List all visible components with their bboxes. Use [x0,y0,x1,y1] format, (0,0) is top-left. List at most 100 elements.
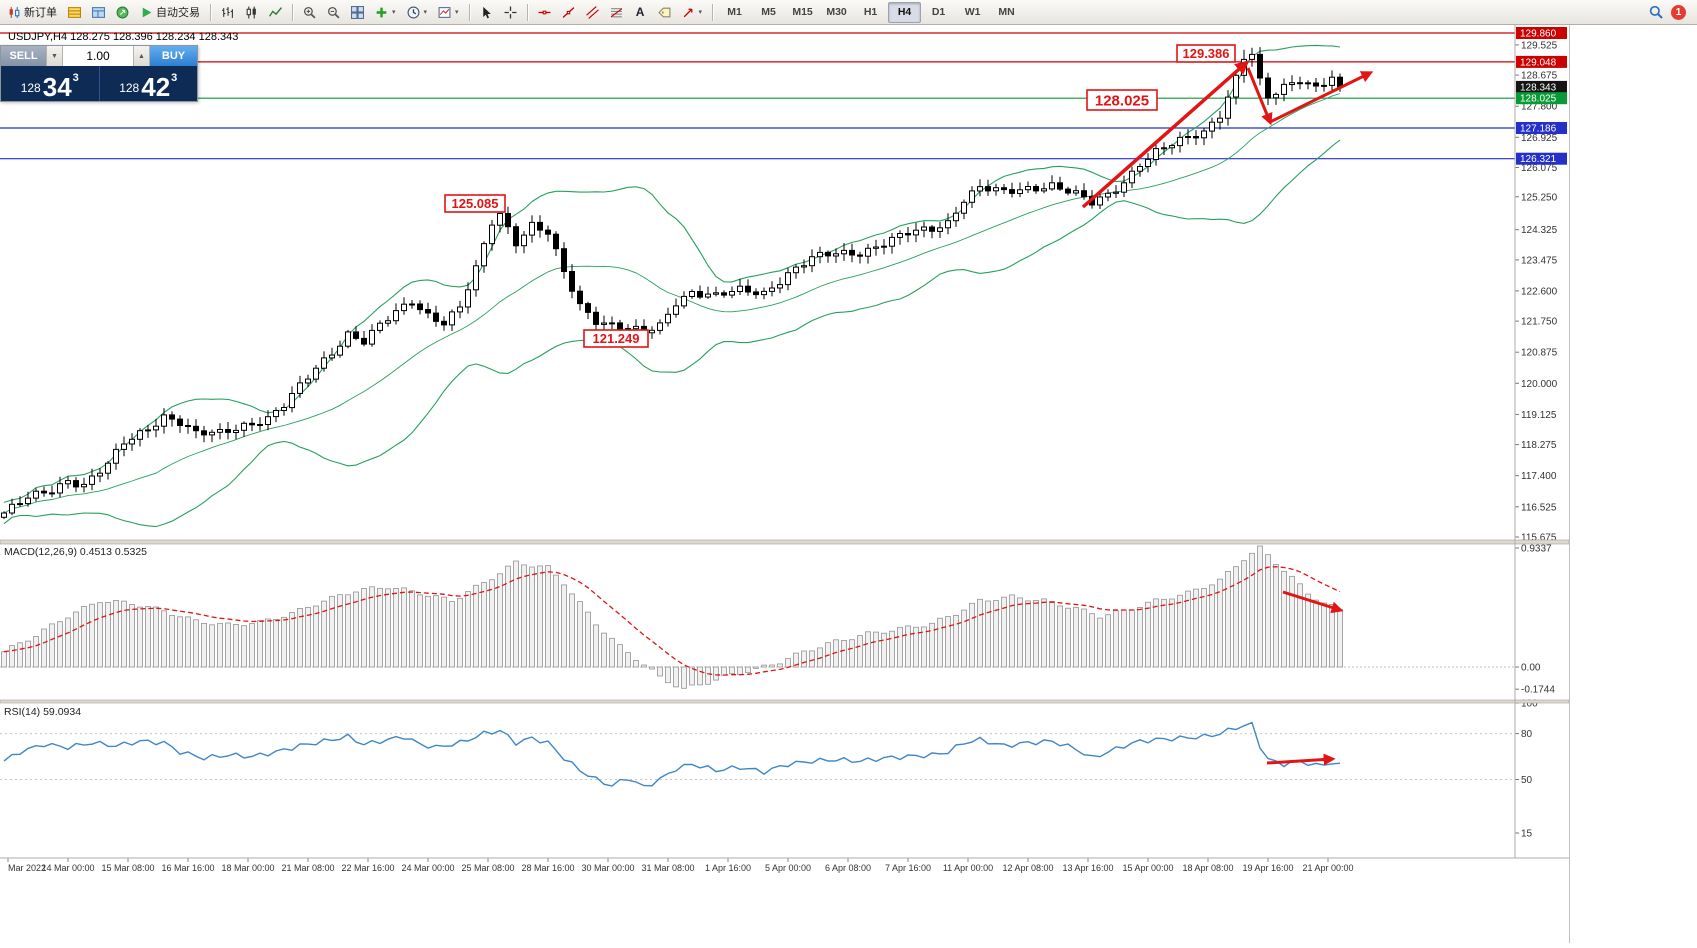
timeframe-d1-button[interactable]: D1 [931,6,946,18]
one-click-controls: SELL ▼ ▲ BUY [1,46,197,66]
line-chart-icon [269,6,282,17]
svg-text:128.025: 128.025 [1520,94,1557,105]
channel-tool-button[interactable] [581,2,604,23]
timeframe-h1-button[interactable]: H1 [863,6,878,18]
bollinger-bands [3,44,1341,528]
chevron-down-icon: ▾ [455,9,459,16]
bid-ask-panel: 128 34 3 128 42 3 [1,66,197,101]
horizontal-line-tool-button[interactable] [533,2,556,23]
svg-text:120.875: 120.875 [1521,348,1558,359]
svg-text:14 Mar 00:00: 14 Mar 00:00 [41,863,94,873]
sell-button[interactable]: SELL [1,46,46,66]
svg-text:25 Mar 08:00: 25 Mar 08:00 [461,863,514,873]
autotrading-label: 自动交易 [156,7,200,19]
new-order-icon [9,6,20,18]
search-button[interactable] [1644,2,1668,23]
svg-text:128.343: 128.343 [1520,82,1557,93]
toolbar-separator [292,3,293,21]
timeframe-w1-button[interactable]: W1 [964,6,981,18]
timeframe-m30-button[interactable]: M30 [826,6,847,18]
crosshair-button[interactable] [499,2,522,23]
svg-text:129.525: 129.525 [1521,40,1558,51]
bid-price[interactable]: 128 34 3 [1,66,99,101]
buy-button[interactable]: BUY [150,46,197,66]
svg-text:6 Apr 08:00: 6 Apr 08:00 [825,863,871,873]
svg-text:50: 50 [1521,775,1533,786]
new-order-button[interactable]: 新订单 [3,2,62,23]
toolbar-separator [712,3,714,21]
triangle-up-icon: ▲ [138,52,145,60]
template-icon [438,6,451,18]
fibonacci-tool-button[interactable] [605,2,628,23]
add-indicator-icon [376,7,387,17]
timeframe-m1-button[interactable]: M1 [727,6,742,18]
cursor-icon [482,6,491,18]
volume-decrease-button[interactable]: ▼ [46,46,63,66]
trend-arrows-layer [1081,60,1374,766]
market-watch-icon [68,6,81,18]
ask-price[interactable]: 128 42 3 [98,66,198,102]
svg-text:129.386: 129.386 [1183,46,1230,61]
svg-text:-0.1744: -0.1744 [1521,685,1555,696]
text-tool-button[interactable]: A [629,2,652,23]
svg-text:5 Apr 00:00: 5 Apr 00:00 [765,863,811,873]
svg-text:121.750: 121.750 [1521,317,1558,328]
timeframe-m5-button[interactable]: M5 [761,6,776,18]
navigator-button[interactable] [111,2,134,23]
svg-text:USDJPY,H4 128.275 128.396 128.: USDJPY,H4 128.275 128.396 128.234 128.34… [8,31,238,43]
candlestick-type-button[interactable] [240,2,263,23]
svg-text:28 Mar 16:00: 28 Mar 16:00 [521,863,574,873]
label-tool-button[interactable] [653,2,676,23]
chevron-down-icon: ▾ [423,9,428,16]
data-window-button[interactable] [87,2,110,23]
timeframe-mn-button[interactable]: MN [998,6,1015,18]
bid-sup: 3 [72,72,79,84]
market-watch-button[interactable] [63,2,86,23]
svg-text:0.9337: 0.9337 [1521,544,1552,555]
svg-text:124.325: 124.325 [1521,225,1558,236]
clock-icon [407,6,419,18]
svg-text:126.321: 126.321 [1520,154,1557,165]
periods-button[interactable]: ▾ [402,2,433,23]
svg-text:13 Apr 16:00: 13 Apr 16:00 [1062,863,1113,873]
zoom-in-button[interactable] [298,2,321,23]
volume-input[interactable] [63,46,133,66]
zoom-in-icon [303,6,316,19]
toolbar-separator [210,3,211,21]
bar-chart-type-button[interactable] [216,2,239,23]
svg-text:15 Apr 00:00: 15 Apr 00:00 [1122,863,1173,873]
autotrading-play-icon [142,7,152,17]
autotrading-button[interactable]: 自动交易 [135,2,205,23]
svg-text:80: 80 [1521,729,1533,740]
svg-text:115.675: 115.675 [1521,533,1557,544]
chart-canvas[interactable]: USDJPY,H4 128.275 128.396 128.234 128.34… [0,25,1570,943]
volume-increase-button[interactable]: ▲ [133,46,150,66]
crosshair-icon [504,6,517,18]
svg-text:21 Apr 00:00: 21 Apr 00:00 [1302,863,1353,873]
timeframe-m15-button[interactable]: M15 [792,6,813,18]
svg-text:0.00: 0.00 [1521,663,1541,674]
macd-panel: MACD(12,26,9) 0.4513 0.5325 0.9337 0.00 -0.… [0,544,1555,696]
notifications-badge[interactable]: 1 [1671,4,1686,20]
svg-text:1 Apr 16:00: 1 Apr 16:00 [705,863,751,873]
svg-text:121.249: 121.249 [593,331,640,346]
svg-text:11 Apr 00:00: 11 Apr 00:00 [943,863,993,873]
svg-text:120.000: 120.000 [1521,379,1558,390]
tile-windows-button[interactable] [346,2,369,23]
indicators-button[interactable]: ▾ [370,2,401,23]
templates-button[interactable]: ▾ [433,2,464,23]
zoom-out-button[interactable] [322,2,345,23]
fibonacci-icon [610,7,622,17]
ask-pips: 42 [141,71,171,102]
svg-text:100: 100 [1521,699,1538,710]
timeframe-h4-button[interactable]: H4 [888,1,922,23]
svg-text:129.048: 129.048 [1520,57,1557,68]
trendline-tool-button[interactable] [557,2,580,23]
shapes-tool-button[interactable]: ▾ [677,2,708,23]
cursor-button[interactable] [475,2,498,23]
ask-sup: 3 [171,72,178,84]
line-chart-type-button[interactable] [264,2,287,23]
candles-layer [1,47,1343,520]
tile-windows-icon [351,5,364,19]
